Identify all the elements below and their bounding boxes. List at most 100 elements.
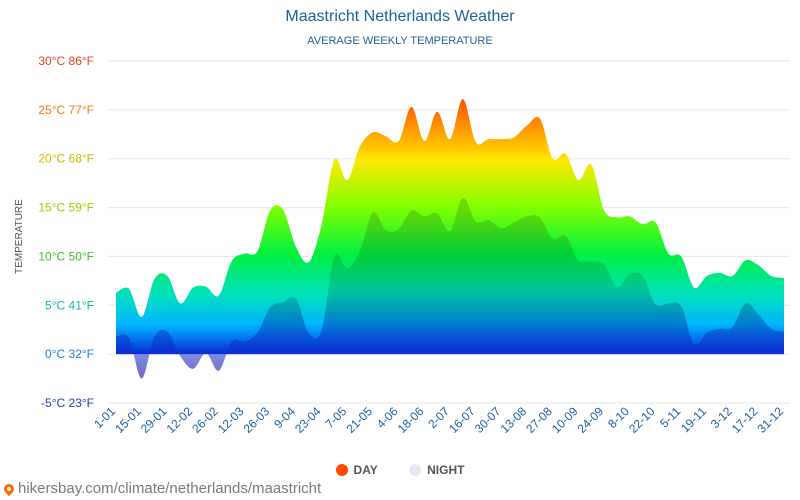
day-point [744,259,747,262]
legend-night-label: NIGHT [427,463,465,477]
day-point [115,291,118,294]
night-point [577,259,580,262]
y-tick-label: 20°C 68°F [38,152,94,166]
x-axis-ticks: 1-0115-0129-0112-0226-0212-0326-039-0423… [91,404,786,436]
x-tick-label: 26-03 [241,404,273,436]
day-point [718,272,721,275]
day-point [603,209,606,212]
night-point [256,331,259,334]
chart-subtitle: AVERAGE WEEKLY TEMPERATURE [307,35,493,47]
day-point [783,276,786,279]
day-dot-icon [335,464,348,476]
day-point [153,277,156,280]
night-point [731,325,734,328]
day-point [282,208,285,211]
night-point [770,327,773,330]
x-tick-label: 29-01 [138,404,170,436]
night-point [693,343,696,346]
y-tick-label: 30°C 86°F [38,54,94,68]
x-tick-label: 10-09 [549,404,581,436]
x-tick-label: 15-01 [112,404,144,436]
night-point [307,331,310,334]
night-point [628,273,631,276]
day-point [269,209,272,212]
night-point [153,335,156,338]
day-point [384,135,387,138]
night-point [192,367,195,370]
y-tick-label: 5°C 41°F [45,298,94,312]
night-point [333,255,336,258]
night-point [757,313,760,316]
day-point [654,221,657,224]
night-point [397,228,400,231]
x-tick-label: 31-12 [755,404,787,436]
legend-item-night[interactable]: NIGHT [409,463,464,477]
y-axis-ticks: 30°C 86°F 25°C 77°F 20°C 68°F 15°C 59°F 10°C… [38,54,94,410]
night-point [384,229,387,232]
day-point [474,141,477,144]
x-tick-label: 23-04 [292,404,324,436]
day-point [423,140,426,143]
night-point [654,303,657,306]
night-point [616,285,619,288]
day-point [410,105,413,108]
chart-title: Maastricht Netherlands Weather [285,8,515,25]
plot-areas [115,99,786,380]
night-point [243,340,246,343]
night-point [115,335,118,338]
x-tick-label: 22-10 [626,404,658,436]
day-point [127,287,130,290]
night-point [346,267,349,270]
day-point [731,274,734,277]
x-tick-label: 26-02 [189,404,221,436]
y-tick-label: 25°C 77°F [38,103,94,117]
day-point [346,179,349,182]
x-tick-label: 19-11 [678,404,709,435]
day-point [333,158,336,161]
day-point [551,157,554,160]
day-point [192,286,195,289]
x-tick-label: 30-07 [472,404,504,436]
day-point [217,294,220,297]
day-point [449,138,452,141]
night-point [744,302,747,305]
night-point [667,302,670,305]
day-point [294,245,297,248]
y-tick-label: 15°C 59°F [38,201,94,215]
day-point [770,274,773,277]
night-dot-icon [409,464,422,476]
night-point [436,212,439,215]
night-point [359,249,362,252]
night-point [269,306,272,309]
night-point [590,260,593,263]
night-series-area [116,197,784,379]
night-point [423,215,426,218]
x-tick-label: 27-08 [523,404,555,436]
day-point [577,179,580,182]
night-point [538,216,541,219]
night-point [718,327,721,330]
night-point [166,330,169,333]
y-tick-label: -5°C 23°F [41,396,94,410]
day-point [204,285,207,288]
night-point [204,352,207,355]
day-point [616,216,619,219]
x-tick-label: 24-09 [575,404,607,436]
legend-item-day[interactable]: DAY [335,463,378,477]
location-pin-icon [1,481,17,496]
day-point [628,215,631,218]
day-point [590,163,593,166]
night-point [551,237,554,240]
night-point [127,336,130,339]
y-tick-label: 0°C 32°F [45,347,94,361]
night-point [410,209,413,212]
day-point [538,117,541,120]
x-tick-label: 18-06 [395,404,427,436]
day-point [526,124,529,127]
legend: DAY NIGHT [0,463,800,479]
source-link[interactable]: hikersbay.com/climate/netherlands/maastr… [1,480,321,497]
night-point [526,215,529,218]
night-point [217,369,220,372]
night-point [140,377,143,380]
